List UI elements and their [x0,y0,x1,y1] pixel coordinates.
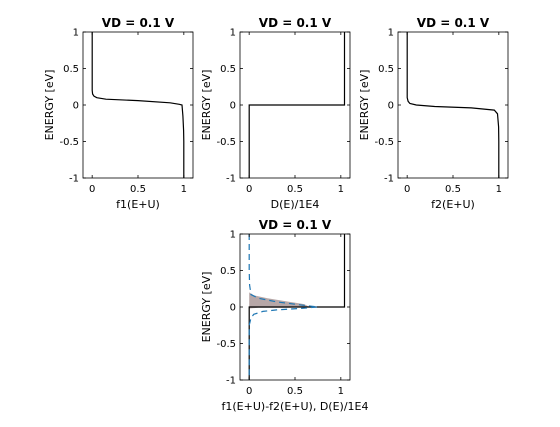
x-tick-label: 0.5 [287,184,303,195]
axes-frame [82,31,194,179]
y-tick-label: 0.5 [63,64,79,75]
y-axis-label: ENERGY [eV] [200,272,213,343]
y-tick-label: -1 [226,174,236,185]
y-tick-label: 0 [230,303,236,314]
x-tick-label: 0 [89,184,95,195]
y-tick-label: -1 [384,174,394,185]
y-tick-label: -0.5 [216,137,236,148]
x-axis-label: f1(E+U)-f2(E+U), D(E)/1E4 [222,400,369,413]
x-tick-label: 1 [338,386,344,397]
x-axis-label: D(E)/1E4 [271,198,320,211]
series-line [91,32,185,178]
dashed-series-line [248,234,318,380]
y-tick-label: 0 [73,101,79,112]
y-tick-label: 0.5 [220,266,236,277]
y-tick-label: -1 [69,174,79,185]
y-axis-label: ENERGY [eV] [43,70,56,141]
x-axis-label: f1(E+U) [116,198,160,211]
subplot-current: 0 0.5 1 1 0.5 0 -0.5 -1 VD = 0.1 V f1(E+U… [200,218,368,413]
series-line [406,32,500,178]
series-line [248,234,346,380]
series-line [248,32,346,178]
y-tick-label: 1 [73,28,79,39]
y-tick-label: 1 [230,28,236,39]
x-tick-label: 0.5 [130,184,146,195]
x-tick-label: 1 [338,184,344,195]
y-tick-label: 0.5 [378,64,394,75]
y-tick-label: -0.5 [374,137,394,148]
y-axis-label: ENERGY [eV] [200,70,213,141]
y-tick-label: 0.5 [220,64,236,75]
x-tick-label: 0 [246,184,252,195]
y-tick-label: -0.5 [59,137,79,148]
subplot-title: VD = 0.1 V [259,218,332,232]
y-tick-label: 1 [388,28,394,39]
subplot-dos: 0 0.5 1 1 0.5 0 -0.5 -1 VD = 0.1 V D(E)/1… [200,16,351,211]
x-tick-label: 0 [246,386,252,397]
y-tick-label: -0.5 [216,339,236,350]
x-axis-label: f2(E+U) [431,198,475,211]
y-tick-label: -1 [226,376,236,387]
x-tick-label: 0 [404,184,410,195]
subplot-f2: 0 0.5 1 1 0.5 0 -0.5 -1 VD = 0.1 V f2(E+U… [358,16,509,211]
y-axis-label: ENERGY [eV] [358,70,371,141]
current-fill-area [249,292,310,309]
subplot-title: VD = 0.1 V [417,16,490,30]
y-tick-label: 0 [230,101,236,112]
x-tick-label: 0.5 [287,386,303,397]
x-tick-label: 1 [496,184,502,195]
y-tick-label: 0 [388,101,394,112]
subplot-title: VD = 0.1 V [102,16,175,30]
subplot-f1: 0 0.5 1 1 0.5 0 -0.5 -1 VD = 0.1 V f1(E+U… [43,16,194,211]
y-tick-label: 1 [230,230,236,241]
x-tick-label: 0.5 [445,184,461,195]
subplot-title: VD = 0.1 V [259,16,332,30]
x-tick-label: 1 [181,184,187,195]
